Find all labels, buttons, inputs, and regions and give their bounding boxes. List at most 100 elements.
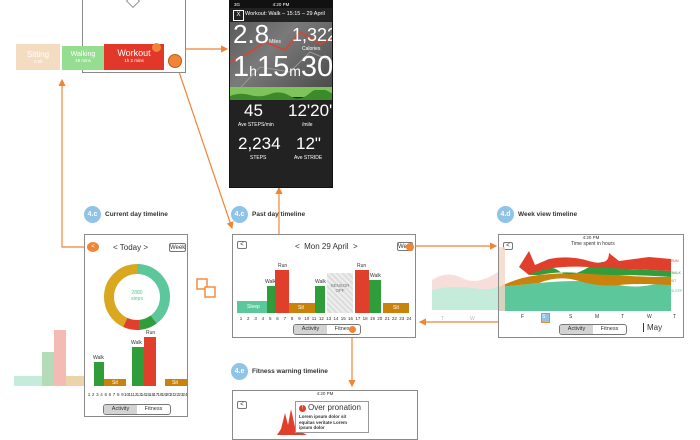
title-current-day: Current day timeline <box>105 211 168 218</box>
date-navigator[interactable]: < Today > <box>113 243 148 252</box>
hour-tick: 11 <box>128 392 133 397</box>
area-sit <box>499 273 671 287</box>
day-m[interactable]: M <box>595 314 600 320</box>
ring-unit: steps <box>131 296 143 302</box>
hour-tick: 21 <box>385 316 391 321</box>
hour-tick: 4 <box>262 316 265 321</box>
week-button-dot[interactable] <box>406 243 414 251</box>
bar-walk-2[interactable] <box>315 286 325 313</box>
legend-sleep: SLEEP <box>671 289 683 293</box>
bar-walk-2[interactable] <box>132 347 144 386</box>
day-s[interactable]: S <box>542 314 546 320</box>
alert-card[interactable]: ! Over pronation Lorem ipsum dolor sit e… <box>295 401 369 433</box>
bar-sit-3[interactable] <box>383 303 409 313</box>
hour-tick: 2 <box>92 392 95 397</box>
faded-timeline-overflow <box>14 330 84 400</box>
day-s-2[interactable]: S <box>569 314 573 320</box>
day-t-2[interactable]: T <box>673 314 677 320</box>
steps-per-min-label: Ave STEPS/min <box>238 122 274 128</box>
bar-run[interactable] <box>144 337 156 386</box>
back-button[interactable]: < <box>237 401 247 409</box>
current-day-screen: < < Today > Week 2880 steps Walk Sit Wal… <box>84 234 188 417</box>
fitness-tab-dot[interactable] <box>349 326 356 333</box>
tab-activity[interactable]: Activity <box>294 325 327 334</box>
bar-walk-1[interactable] <box>267 286 275 313</box>
past-day-screen: < < Mon 29 April > Week Sleep Walk Run S… <box>232 234 416 338</box>
stride-label: Ave STRIDE <box>294 155 323 161</box>
hour-tick: 4 <box>100 392 103 397</box>
hour-tick: 20 <box>377 316 383 321</box>
bar-sleep[interactable] <box>237 301 267 313</box>
hour-tick: 3 <box>254 316 257 321</box>
hour-tick: 1 <box>240 316 243 321</box>
bar-sit-2[interactable] <box>165 379 187 386</box>
workout-detail-button[interactable] <box>168 54 182 68</box>
tab-fitness[interactable]: Fitness <box>334 326 353 332</box>
bar-run-2[interactable] <box>355 270 369 313</box>
status-time: 4:20 PM <box>582 235 600 240</box>
bar-sit-1[interactable] <box>104 379 126 386</box>
tab-switch: Activity Fitness <box>293 324 361 335</box>
tab-activity[interactable]: Activity <box>560 325 593 334</box>
label-sleep: Sleep <box>247 304 260 310</box>
duration-value: 1h15m30s <box>233 51 332 87</box>
week-button[interactable]: Week <box>169 243 186 252</box>
tile-drag-dot <box>152 43 161 52</box>
legend-walk: WALK <box>671 271 681 275</box>
hour-tick: 23 <box>178 392 184 397</box>
hour-tick: 19 <box>370 316 376 321</box>
distance-number: 2.8 <box>233 19 270 49</box>
faded-day-w: W <box>470 316 475 322</box>
tab-switch: Activity Fitness <box>559 324 627 335</box>
day-s-selected[interactable] <box>541 313 550 323</box>
alert-icon: ! <box>299 405 306 412</box>
hour-tick: 19 <box>162 392 168 397</box>
elevation-strip <box>230 87 332 100</box>
bar-walk-1[interactable] <box>94 362 104 386</box>
label-sit-1: Sit <box>112 380 118 386</box>
hour-tick: 13 <box>326 316 332 321</box>
back-button[interactable]: < <box>237 241 247 249</box>
label-sit-1: Sit <box>298 305 304 311</box>
walking-value: 49 mins <box>75 58 91 63</box>
badge-fitness-warning: 4.e <box>231 363 248 380</box>
hour-tick: 13 <box>137 392 143 397</box>
tab-fitness[interactable]: Fitness <box>600 326 619 332</box>
hour-tick: 24 <box>182 392 188 397</box>
tab-fitness[interactable]: Fitness <box>144 406 163 412</box>
badge-past-day: 4.c <box>231 206 248 223</box>
day-w[interactable]: W <box>647 314 652 320</box>
close-button[interactable]: X <box>233 10 244 21</box>
ring-value: 2880 <box>131 290 143 296</box>
day-t[interactable]: T <box>621 314 625 320</box>
distance-value: 2.8Miles <box>233 20 281 56</box>
tab-activity[interactable]: Activity <box>104 405 137 414</box>
hour-tick: 15 <box>341 316 347 321</box>
bar-walk-3[interactable] <box>369 280 381 313</box>
label-sit-3: Sit <box>393 305 399 311</box>
walking-tile[interactable]: Walking 49 mins <box>62 46 104 70</box>
alert-title: Over pronation <box>308 403 361 412</box>
chart-title: Time spent in hours <box>571 241 615 247</box>
hours-unit: h <box>249 63 257 79</box>
hour-tick: 10 <box>304 316 310 321</box>
hour-tick: 9 <box>298 316 301 321</box>
sitting-tile[interactable]: Sitting 2:5h <box>16 44 60 70</box>
label-walk-3: Walk <box>370 273 381 279</box>
hour-tick: 18 <box>157 392 163 397</box>
back-button[interactable]: < <box>503 242 513 250</box>
badge-week-view: 4.d <box>497 206 514 223</box>
back-button[interactable]: < <box>87 242 99 252</box>
bar-run-1[interactable] <box>275 270 289 313</box>
day-f[interactable]: F <box>521 314 525 320</box>
hour-tick: 6 <box>109 392 112 397</box>
date-navigator[interactable]: < Mon 29 April > <box>295 242 358 251</box>
bar-sit-1[interactable] <box>289 303 315 313</box>
hour-tick: 7 <box>113 392 116 397</box>
stride-value: 12" <box>296 134 321 153</box>
hour-tick: 21 <box>170 392 176 397</box>
month-label: May <box>643 323 662 332</box>
hour-tick: 16 <box>348 316 354 321</box>
faded-day-t: T <box>441 316 445 322</box>
hour-tick: 12 <box>319 316 325 321</box>
